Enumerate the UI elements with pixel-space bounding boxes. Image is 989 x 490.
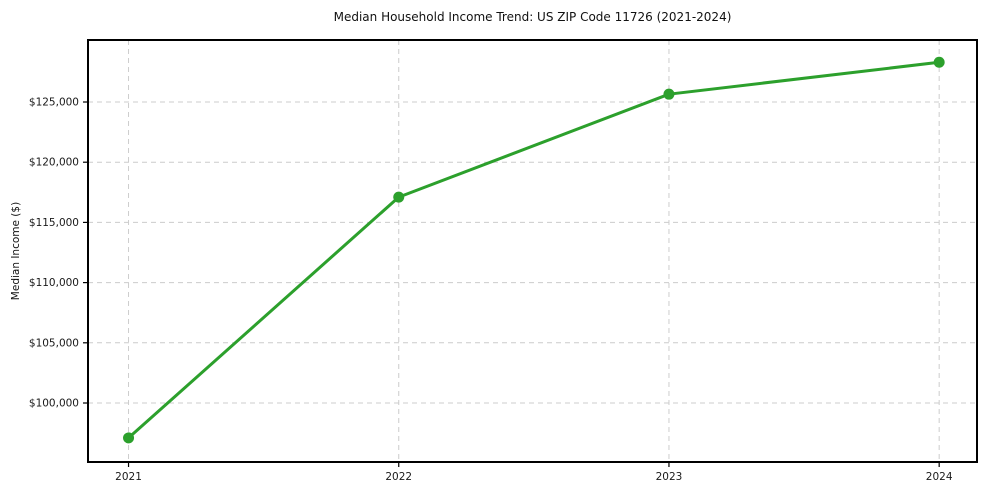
data-point	[663, 88, 675, 100]
data-point	[393, 191, 405, 203]
y-tick-label: $110,000	[29, 277, 79, 289]
y-tick-label: $100,000	[29, 398, 79, 410]
y-tick-label: $105,000	[29, 337, 79, 349]
plot-border	[87, 39, 978, 463]
x-tick-label: 2021	[115, 471, 142, 483]
data-point	[933, 56, 945, 68]
data-line	[127, 60, 941, 440]
x-tick-label: 2023	[656, 471, 683, 483]
x-tick-label: 2022	[385, 471, 412, 483]
y-tick-label: $125,000	[29, 97, 79, 109]
chart-title: Median Household Income Trend: US ZIP Co…	[333, 10, 732, 24]
data-point	[123, 432, 135, 444]
x-tick-label: 2024	[926, 471, 953, 483]
y-tick-label: $115,000	[29, 217, 79, 229]
y-tick-label: $120,000	[29, 157, 79, 169]
